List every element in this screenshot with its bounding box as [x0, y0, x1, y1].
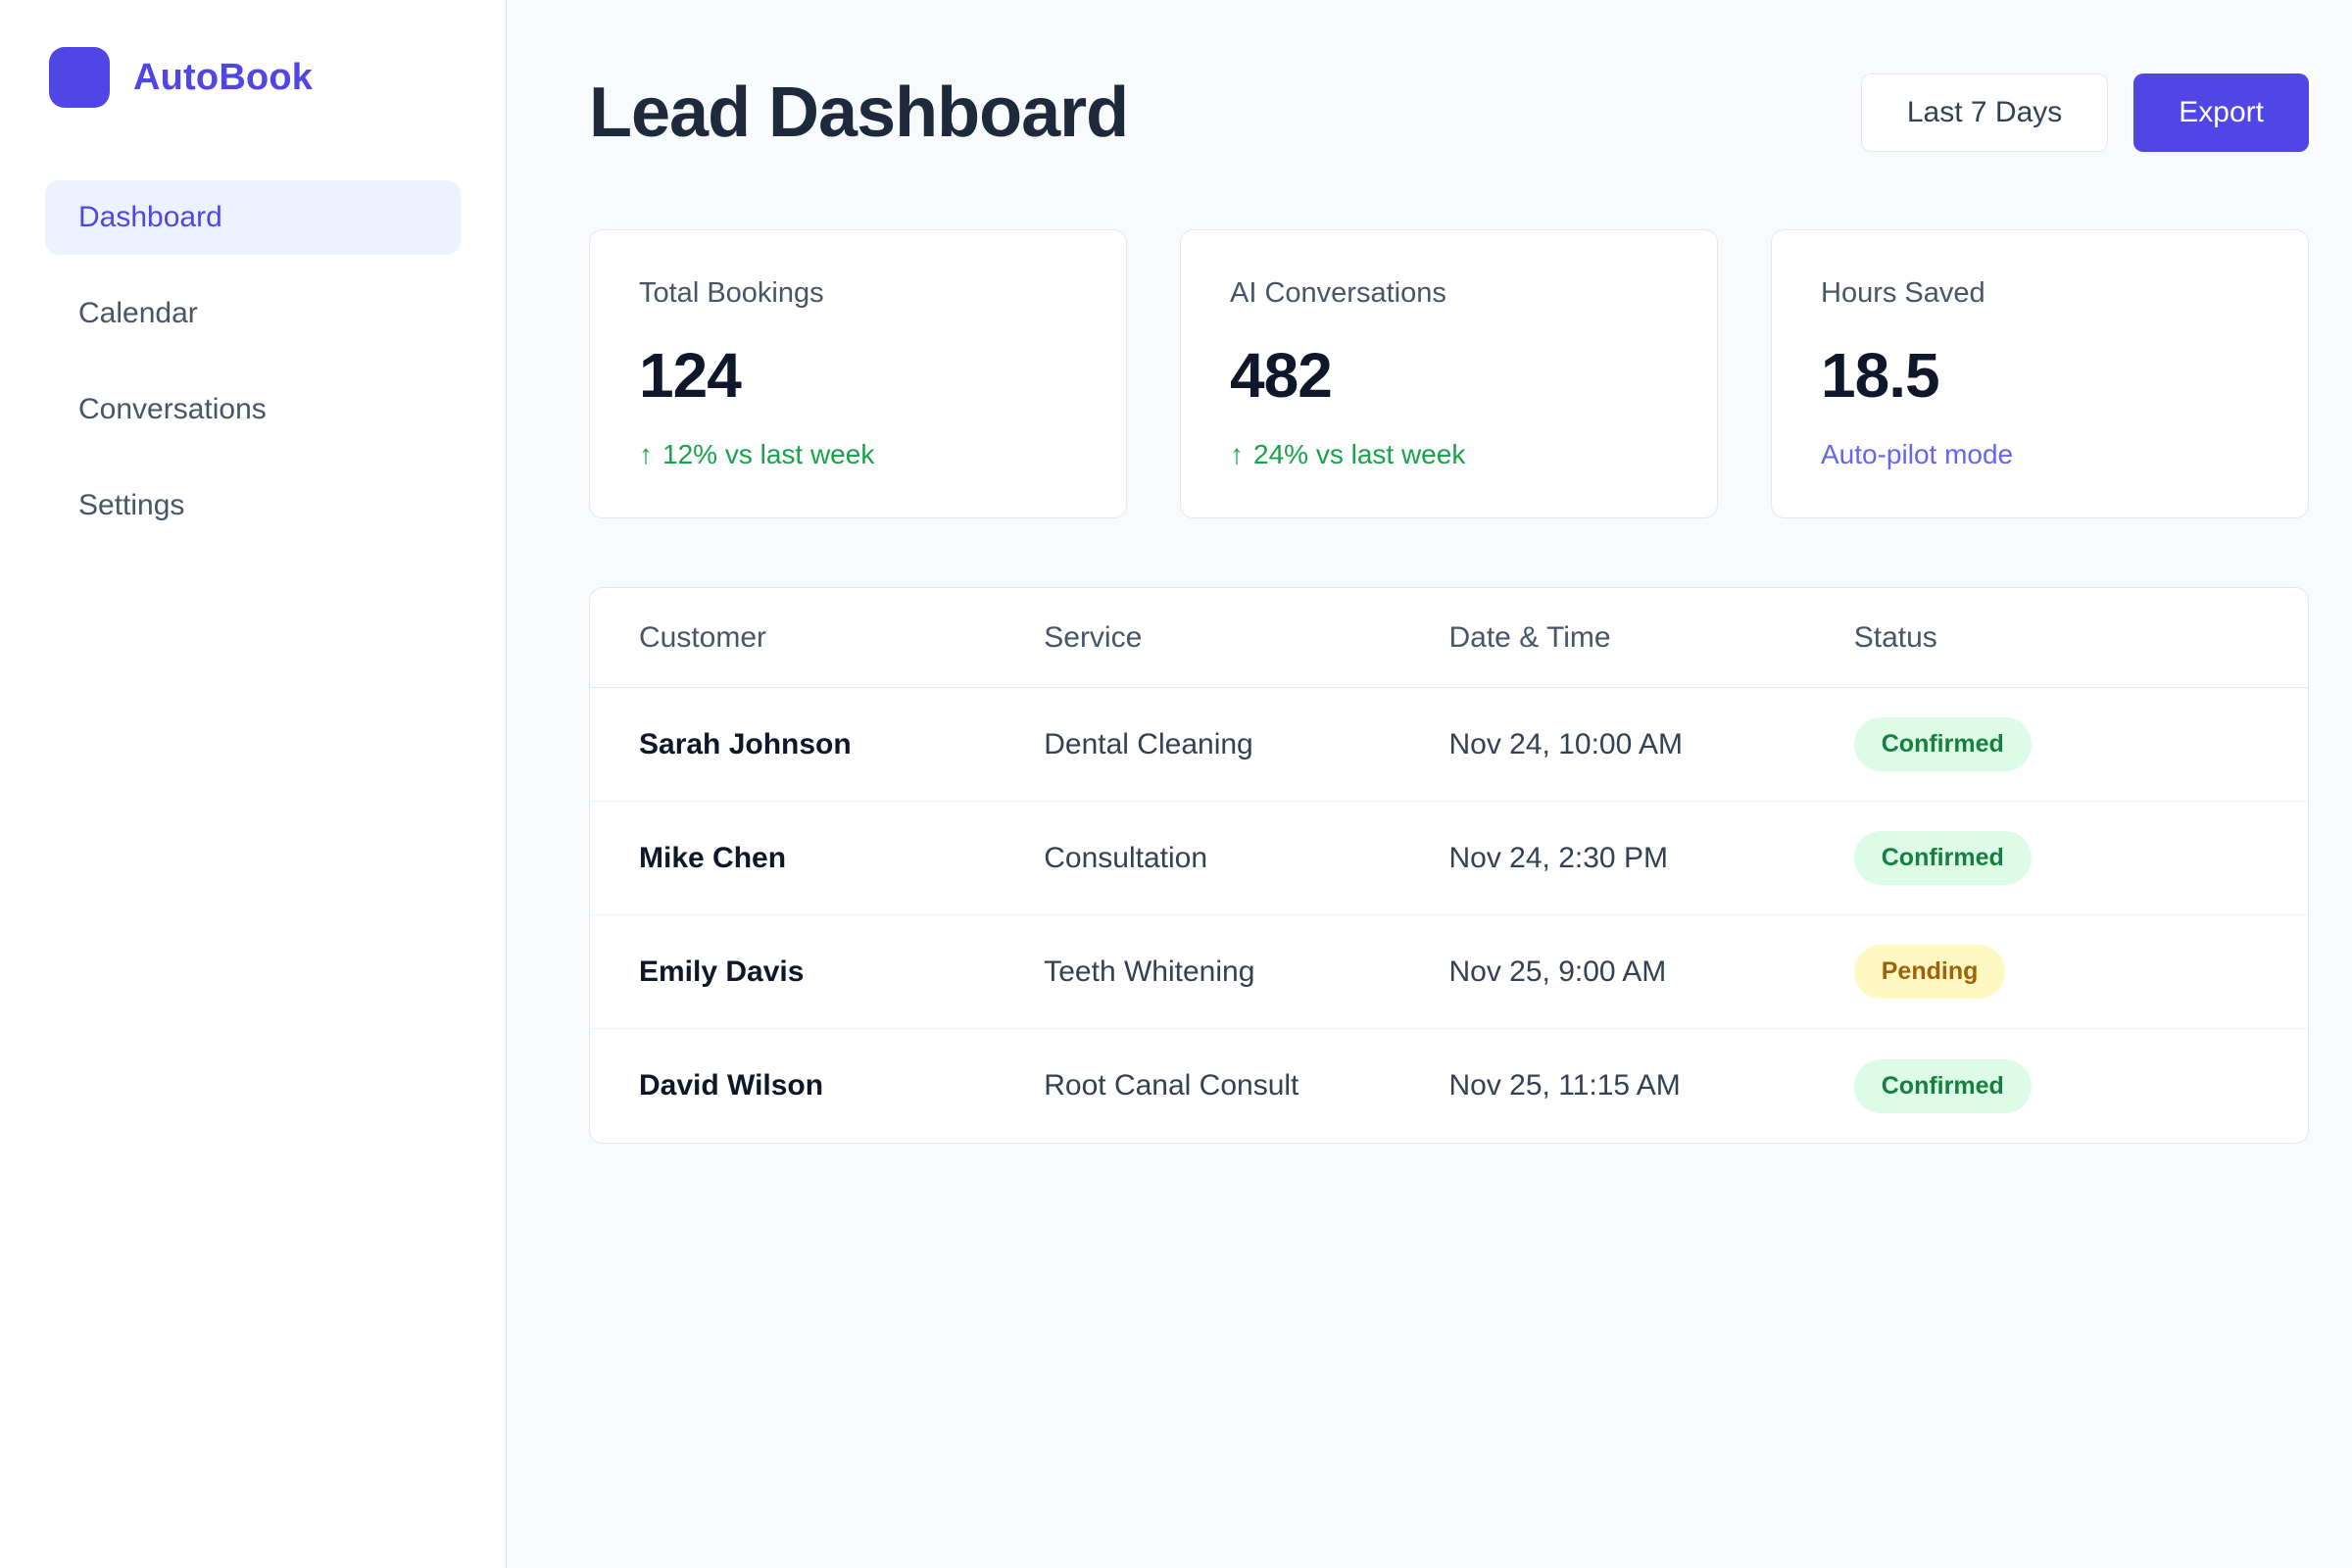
- main-content: Lead Dashboard Last 7 Days Export Total …: [507, 0, 2352, 1568]
- status-cell: Pending: [1853, 945, 2259, 999]
- sidebar-nav: Dashboard Calendar Conversations Setting…: [45, 180, 461, 543]
- stat-label: Total Bookings: [639, 277, 824, 309]
- service-cell: Root Canal Consult: [1044, 1069, 1299, 1102]
- service-cell: Dental Cleaning: [1044, 727, 1253, 760]
- table-header-row: Customer Service Date & Time Status: [590, 588, 2308, 688]
- sidebar-item-label: Calendar: [78, 297, 198, 329]
- stat-delta: ↑ 24% vs last week: [1230, 439, 1668, 470]
- datetime-cell: Nov 24, 10:00 AM: [1448, 727, 1683, 760]
- sidebar-item-conversations[interactable]: Conversations: [45, 372, 461, 447]
- service-cell: Teeth Whitening: [1044, 955, 1255, 988]
- service-cell: Consultation: [1044, 841, 1208, 874]
- customer-cell: David Wilson: [639, 1069, 824, 1102]
- stat-delta: ↑ 12% vs last week: [639, 439, 1077, 470]
- sidebar-item-label: Conversations: [78, 393, 267, 425]
- column-header-service: Service: [1044, 620, 1143, 654]
- stat-delta-text: 24% vs last week: [1253, 439, 1466, 469]
- stat-card-hours-saved: Hours Saved 18.5 Auto-pilot mode: [1771, 229, 2309, 518]
- page-title: Lead Dashboard: [589, 74, 1129, 152]
- customer-cell: Mike Chen: [639, 841, 787, 874]
- status-cell: Confirmed: [1853, 831, 2259, 885]
- brand-name: AutoBook: [133, 56, 314, 98]
- stat-label: AI Conversations: [1230, 277, 1446, 309]
- brand: AutoBook: [45, 47, 461, 108]
- sidebar-item-calendar[interactable]: Calendar: [45, 276, 461, 351]
- status-badge: Confirmed: [1853, 717, 2032, 771]
- sidebar-item-settings[interactable]: Settings: [45, 468, 461, 543]
- export-button[interactable]: Export: [2133, 74, 2309, 152]
- trend-up-icon: ↑: [1230, 439, 1244, 469]
- sidebar-item-label: Dashboard: [78, 201, 222, 233]
- status-cell: Confirmed: [1853, 1058, 2259, 1113]
- stat-value: 18.5: [1821, 340, 1940, 411]
- column-header-datetime: Date & Time: [1448, 620, 1611, 654]
- stat-delta-text: 12% vs last week: [662, 439, 875, 469]
- table-row: Sarah Johnson Dental Cleaning Nov 24, 10…: [590, 688, 2308, 802]
- status-cell: Confirmed: [1853, 717, 2259, 771]
- table-row: Emily Davis Teeth Whitening Nov 25, 9:00…: [590, 915, 2308, 1029]
- stat-label: Hours Saved: [1821, 277, 1985, 309]
- stat-delta: Auto-pilot mode: [1821, 439, 2259, 470]
- datetime-cell: Nov 25, 9:00 AM: [1448, 955, 1667, 988]
- customer-cell: Sarah Johnson: [639, 727, 852, 760]
- datetime-cell: Nov 24, 2:30 PM: [1448, 841, 1668, 874]
- datetime-cell: Nov 25, 11:15 AM: [1448, 1069, 1681, 1102]
- table-row: David Wilson Root Canal Consult Nov 25, …: [590, 1029, 2308, 1143]
- customer-cell: Emily Davis: [639, 955, 805, 988]
- autopilot-mode-link[interactable]: Auto-pilot mode: [1821, 439, 2014, 469]
- bookings-table: Customer Service Date & Time Status Sara…: [589, 587, 2309, 1144]
- status-badge: Confirmed: [1853, 1058, 2032, 1113]
- sidebar-item-dashboard[interactable]: Dashboard: [45, 180, 461, 255]
- sidebar-item-label: Settings: [78, 489, 185, 521]
- status-badge: Confirmed: [1853, 831, 2032, 885]
- date-range-button[interactable]: Last 7 Days: [1860, 74, 2109, 152]
- column-header-status: Status: [1853, 620, 1937, 654]
- sidebar: AutoBook Dashboard Calendar Conversation…: [0, 0, 507, 1568]
- stat-value: 482: [1230, 340, 1333, 411]
- table-row: Mike Chen Consultation Nov 24, 2:30 PM C…: [590, 802, 2308, 915]
- header-actions: Last 7 Days Export: [1860, 74, 2309, 152]
- stats-row: Total Bookings 124 ↑ 12% vs last week AI…: [589, 229, 2309, 518]
- column-header-customer: Customer: [639, 620, 767, 654]
- page-header: Lead Dashboard Last 7 Days Export: [589, 73, 2309, 153]
- autobook-logo-icon: [49, 47, 110, 108]
- stat-value: 124: [639, 340, 742, 411]
- trend-up-icon: ↑: [639, 439, 653, 469]
- status-badge: Pending: [1853, 945, 2006, 999]
- stat-card-ai-conversations: AI Conversations 482 ↑ 24% vs last week: [1180, 229, 1718, 518]
- stat-card-total-bookings: Total Bookings 124 ↑ 12% vs last week: [589, 229, 1127, 518]
